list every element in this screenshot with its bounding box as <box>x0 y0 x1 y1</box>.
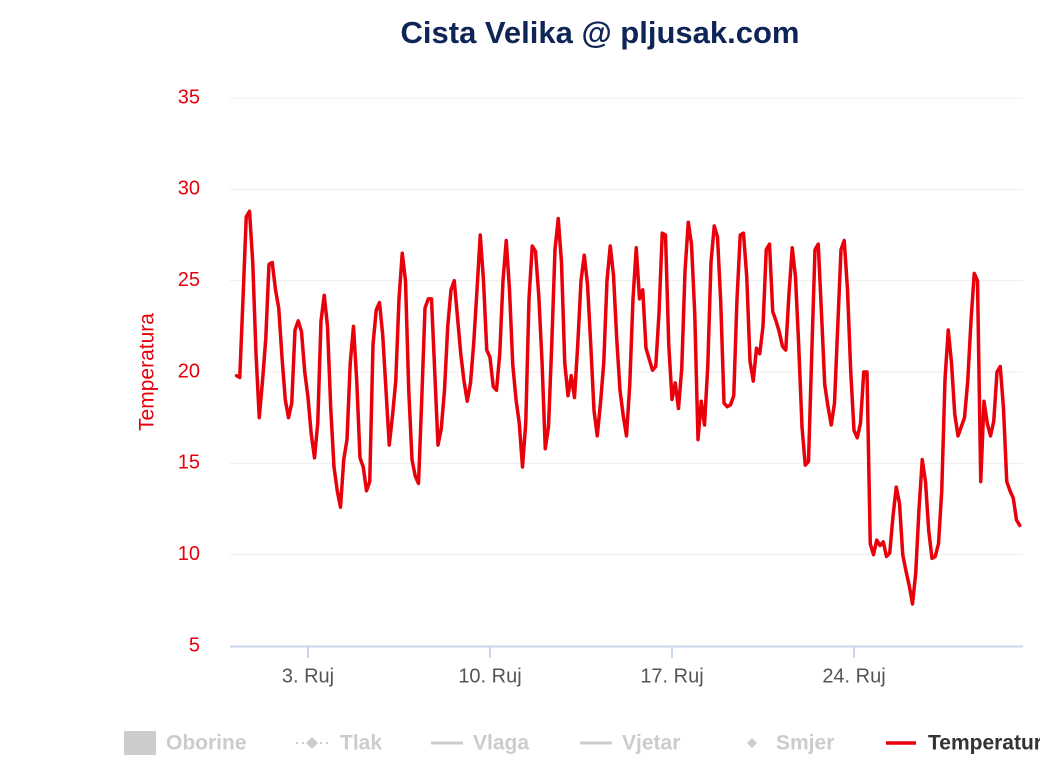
temperature-line <box>234 209 1022 606</box>
x-tick-label: 17. Ruj <box>640 665 703 687</box>
y-tick-label: 25 <box>178 269 200 291</box>
x-tick-label: 24. Ruj <box>822 665 885 687</box>
legend-symbol <box>306 737 318 749</box>
y-tick-label: 35 <box>178 86 200 108</box>
y-axis-label: Temperatura <box>136 313 159 431</box>
legend-symbol <box>747 738 757 748</box>
y-tick-label: 30 <box>178 178 200 200</box>
legend-item[interactable]: Temperatura <box>928 732 1040 755</box>
y-tick-label: 10 <box>178 543 200 565</box>
y-tick-label: 20 <box>178 360 200 382</box>
legend-item[interactable]: Oborine <box>166 732 247 755</box>
y-tick-label: 5 <box>189 634 200 656</box>
legend-item[interactable]: Vjetar <box>622 732 680 755</box>
legend-item[interactable]: Vlaga <box>473 732 529 755</box>
x-tick-label: 3. Ruj <box>282 665 334 687</box>
x-tick-label: 10. Ruj <box>458 665 521 687</box>
legend-item[interactable]: Smjer <box>776 732 834 755</box>
y-tick-label: 15 <box>178 452 200 474</box>
legend-symbol <box>124 731 156 755</box>
chart-title: Cista Velika @ pljusak.com <box>401 15 800 50</box>
legend-item[interactable]: Tlak <box>340 732 382 755</box>
